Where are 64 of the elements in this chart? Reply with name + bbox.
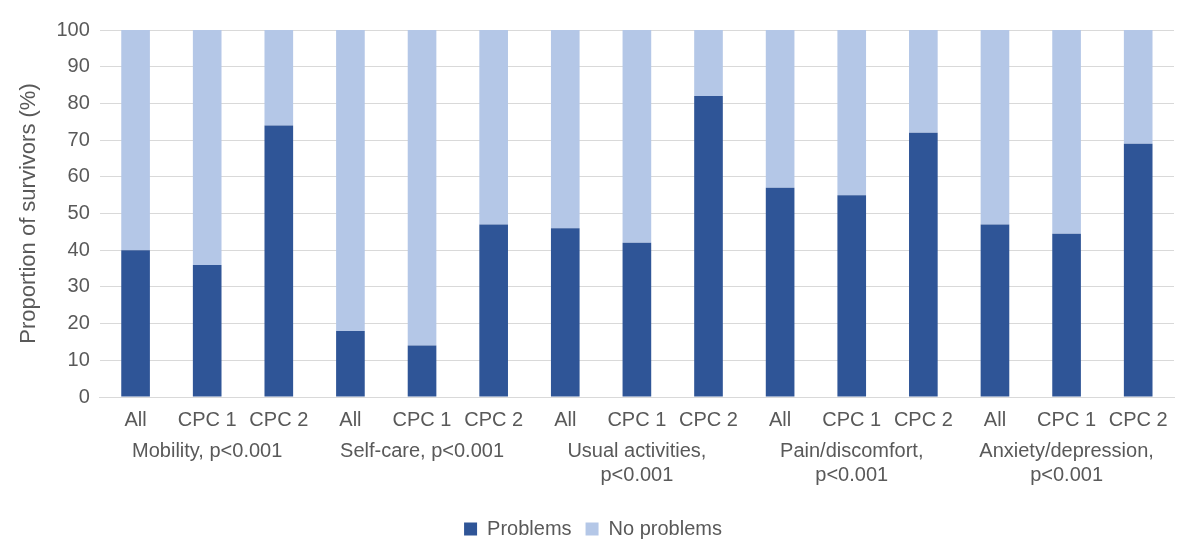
text: Pain/discomfort, p<0.001 [780,438,924,485]
bar [909,30,938,133]
bar [121,250,150,397]
bar [980,224,1010,397]
x-tick-label: CPC 1 [822,407,882,430]
bar [479,224,508,397]
bar [192,264,222,397]
bar [264,125,294,397]
bar [909,132,938,397]
x-tick-label: CPC 1 [1037,407,1097,430]
text: Mobility, p<0.001 [132,438,283,461]
bar [622,242,652,397]
bar [765,187,795,397]
y-tick-label: 30 [67,274,90,297]
bar [1052,233,1081,397]
bar [837,30,867,196]
y-tick-label: 100 [56,17,90,40]
x-tick-label: CPC 2 [1108,407,1168,430]
y-tick-label: 70 [67,127,90,150]
y-tick-label: 80 [67,90,90,113]
y-tick-label: 10 [67,347,90,370]
x-tick-label: All [339,407,362,430]
x-tick-label: All [124,407,147,430]
bar [336,330,365,397]
x-tick-label: CPC 2 [679,407,738,430]
y-tick-label: 90 [67,54,90,77]
bar [192,30,222,265]
bar [407,345,437,397]
x-tick-label: All [983,407,1007,430]
bar [336,30,365,331]
bar [622,30,652,243]
x-tick-label: CPC 2 [464,407,524,430]
x-tick-label: CPC 1 [607,407,667,430]
bar [837,195,867,397]
bar [694,96,723,397]
x-tick-label: All [769,407,792,430]
bar [121,30,150,251]
bar [550,228,580,397]
y-tick-label: 50 [67,201,90,224]
text: Self-care, p<0.001 [340,438,505,461]
bar [550,30,580,229]
bar [407,30,437,346]
text: Usual activities, p<0.001 [567,438,707,485]
bar [479,30,508,225]
bar [980,30,1010,225]
legend-label: Problems [487,516,572,539]
text: Anxiety/depression, p<0.001 [979,438,1154,485]
bar [694,30,723,97]
legend-label: No problems [608,516,722,539]
x-tick-label: CPC 2 [893,407,953,430]
y-tick-label: 0 [78,384,90,407]
x-tick-label: All [554,407,577,430]
bar [1123,143,1153,397]
y-tick-label: 20 [67,311,90,334]
bar [1052,30,1081,234]
y-tick-label: 60 [67,164,90,187]
y-axis-title: Proportion of survivors (%) [15,83,41,344]
x-tick-label: CPC 1 [177,407,237,430]
x-tick-label: CPC 2 [249,407,309,430]
bar [1123,30,1153,144]
x-tick-label: CPC 1 [392,407,452,430]
y-tick-label: 40 [67,237,90,260]
bar [765,30,795,188]
bar [264,30,294,126]
